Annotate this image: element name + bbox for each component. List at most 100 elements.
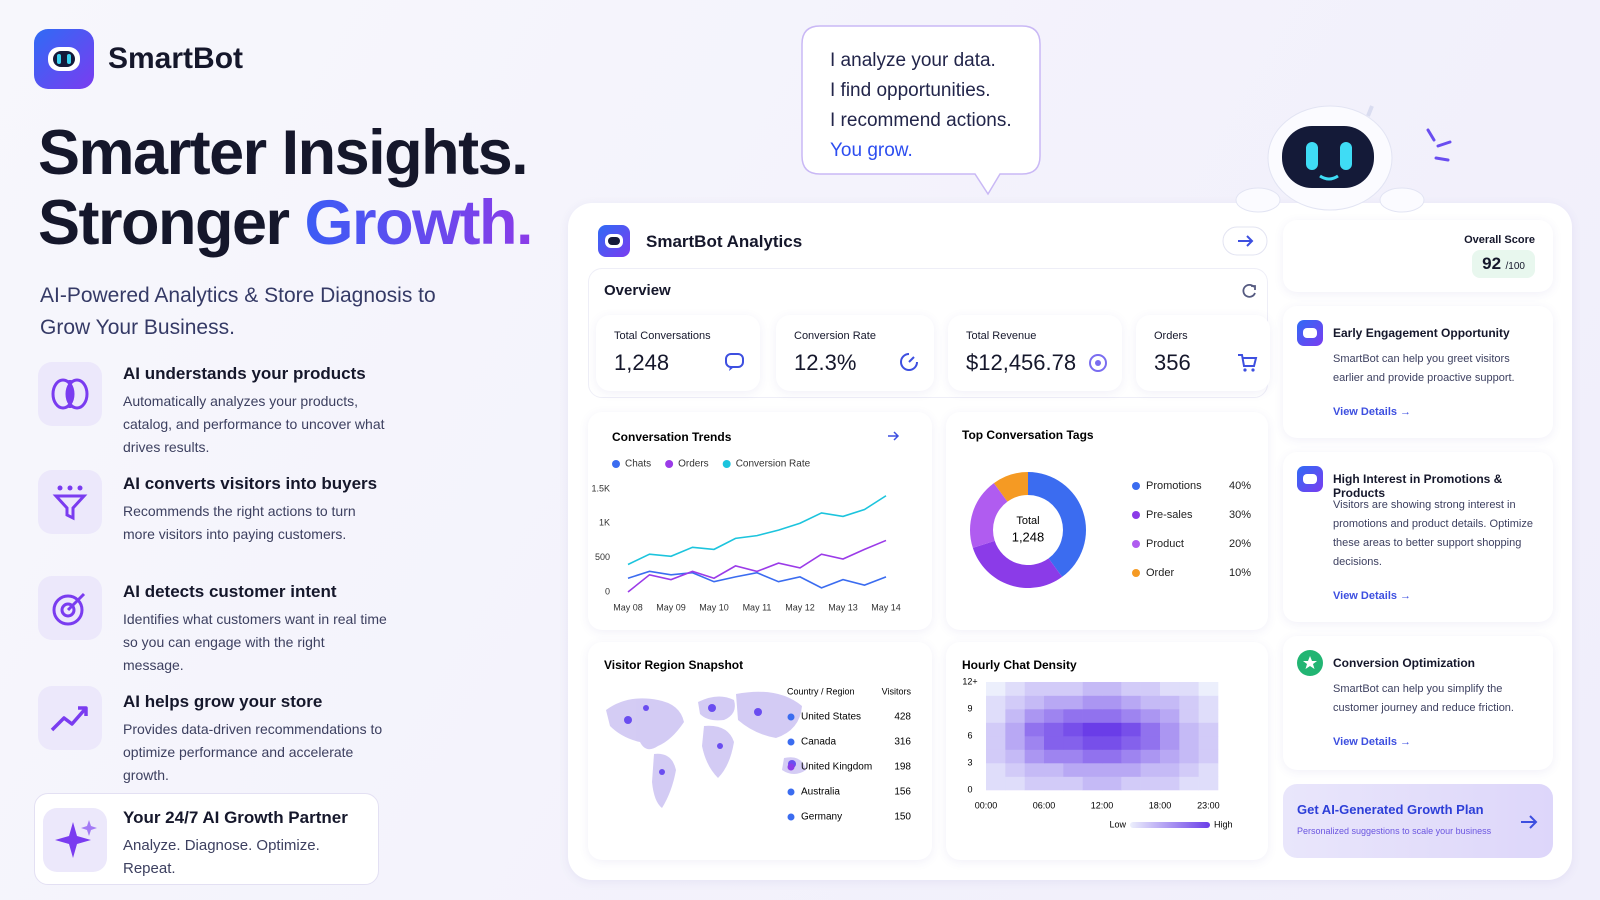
region-visitors: 150 xyxy=(894,812,911,823)
region-name: United Kingdom xyxy=(801,762,872,773)
legend-high: High xyxy=(1214,819,1233,829)
center-value: 1,248 xyxy=(1012,529,1045,544)
insight-link[interactable]: View Details → xyxy=(1333,736,1412,748)
row-dot xyxy=(787,813,795,821)
tags-card: Top Conversation Tags Promotions 40% Pre-sa… xyxy=(946,412,1268,630)
dashboard-open-button[interactable] xyxy=(1222,226,1268,256)
brand-name: SmartBot xyxy=(108,42,244,75)
heat-cell xyxy=(1063,682,1083,696)
pie-slice xyxy=(972,540,1063,588)
partner-text: Analyze. Diagnose. Optimize. Repeat. xyxy=(123,837,320,877)
legend-label: Orders xyxy=(678,459,709,470)
insight-link-text[interactable]: View Details xyxy=(1333,406,1397,418)
heat-cell xyxy=(1024,682,1045,696)
expand-arrow xyxy=(888,431,900,441)
kpi-card: Orders 356 xyxy=(1136,315,1270,391)
y-tick-label: 0 xyxy=(967,784,972,794)
insight-link[interactable]: View Details → xyxy=(1333,590,1412,602)
insight-text: SmartBot can help you greet visitors ear… xyxy=(1333,353,1515,384)
heat-cell xyxy=(1140,736,1161,750)
x-tick-label: 18:00 xyxy=(1149,800,1172,810)
heat-cell xyxy=(1102,776,1122,791)
legend-marker xyxy=(665,460,674,468)
card-title: Visitor Region Snapshot xyxy=(604,658,743,672)
tags-chart: Top Conversation Tags Promotions 40% Pre-sa… xyxy=(962,428,1251,588)
region-visitors: 316 xyxy=(894,737,911,748)
x-tick-label: May 12 xyxy=(785,602,815,612)
heat-cell xyxy=(1044,749,1064,764)
heat-cell xyxy=(1121,749,1141,764)
insight-title: Early Engagement Opportunity xyxy=(1333,326,1510,340)
x-tick-label: May 13 xyxy=(828,602,858,612)
cta-title[interactable]: Get AI-Generated Growth Plan xyxy=(1297,802,1484,817)
score-label: Overall Score xyxy=(1464,234,1535,246)
insight-link[interactable]: View Details → xyxy=(1333,406,1412,418)
heat-cell xyxy=(1024,763,1045,777)
donut-hole xyxy=(995,497,1061,563)
speech-line: I analyze your data. xyxy=(830,50,996,71)
insight-link-text[interactable]: View Details xyxy=(1333,736,1397,748)
heat-cell xyxy=(1140,763,1161,777)
legend-label: Chats xyxy=(625,459,651,470)
legend-marker xyxy=(612,460,620,468)
heat-cell xyxy=(1044,776,1064,791)
cta-text[interactable]: Personalized suggestions to scale your b… xyxy=(1297,826,1492,836)
feature-text: Identifies what customers want in real t… xyxy=(123,611,387,673)
y-tick-label: 9 xyxy=(967,703,972,713)
heat-cell xyxy=(1121,682,1141,696)
heat-cell xyxy=(1005,682,1025,696)
heat-cell xyxy=(986,776,1006,791)
legend-label: Promotions xyxy=(1146,480,1202,492)
kpi-value: $12,456.78 xyxy=(966,350,1077,375)
x-tick-label: 06:00 xyxy=(1033,800,1056,810)
heat-cell xyxy=(1160,722,1180,737)
heat-cell xyxy=(1160,763,1180,777)
kpi-value: 356 xyxy=(1154,350,1191,375)
legend-marker xyxy=(1132,511,1140,519)
kpi-label: Orders xyxy=(1154,330,1188,342)
refresh-button[interactable] xyxy=(1240,282,1258,300)
feature-icon xyxy=(38,470,102,534)
partner-box: Your 24/7 AI Growth Partner Analyze. Dia… xyxy=(34,793,379,885)
brand-logo xyxy=(34,29,94,89)
feature-text: Recommends the right actions to turn mor… xyxy=(123,503,356,542)
series-line xyxy=(627,539,887,593)
chart-title: Conversation Trends xyxy=(612,430,732,444)
heat-cell xyxy=(1140,749,1161,764)
heat-cell xyxy=(986,749,1006,764)
heat-cell xyxy=(1198,682,1219,696)
heat-cell xyxy=(1082,682,1103,696)
cta-button[interactable]: Get AI-Generated Growth Plan Personalize… xyxy=(1283,784,1553,858)
kpi-label: Total Revenue xyxy=(966,330,1037,342)
heat-cell xyxy=(1140,682,1161,696)
heat-cell xyxy=(1179,709,1199,723)
heat-cell xyxy=(1044,695,1064,710)
heat-cell xyxy=(1160,749,1180,764)
heat-cell xyxy=(1102,736,1122,750)
y-tick-label: 1K xyxy=(599,518,610,528)
heat-cell xyxy=(1160,695,1180,710)
heat-cell xyxy=(1102,763,1122,777)
pie-slice xyxy=(970,483,1008,548)
heat-cell xyxy=(1121,695,1141,710)
feature-title: AI detects customer intent xyxy=(123,582,337,601)
legend-marker xyxy=(1132,540,1140,548)
feature-text: Automatically analyzes your products, ca… xyxy=(123,393,385,455)
region-visitors: 156 xyxy=(894,787,911,798)
legend-bar xyxy=(1130,822,1210,828)
heat-cell xyxy=(1005,695,1025,710)
insight-card: Early Engagement Opportunity SmartBot ca… xyxy=(1283,306,1553,438)
region-visitors: 428 xyxy=(894,712,911,723)
heat-cell xyxy=(1063,749,1083,764)
score-value: 92 xyxy=(1482,254,1502,273)
y-tick-label: 1.5K xyxy=(591,483,610,493)
legend-label: Pre-sales xyxy=(1146,509,1193,521)
heat-cell xyxy=(1198,709,1219,723)
insight-link-text[interactable]: View Details xyxy=(1333,590,1397,602)
heat-cell xyxy=(1102,709,1122,723)
heat-cell xyxy=(1024,749,1045,764)
heat-cell xyxy=(1024,709,1045,723)
score-card: Overall Score 92 /100 xyxy=(1283,220,1553,292)
chart-title: Top Conversation Tags xyxy=(962,428,1094,442)
